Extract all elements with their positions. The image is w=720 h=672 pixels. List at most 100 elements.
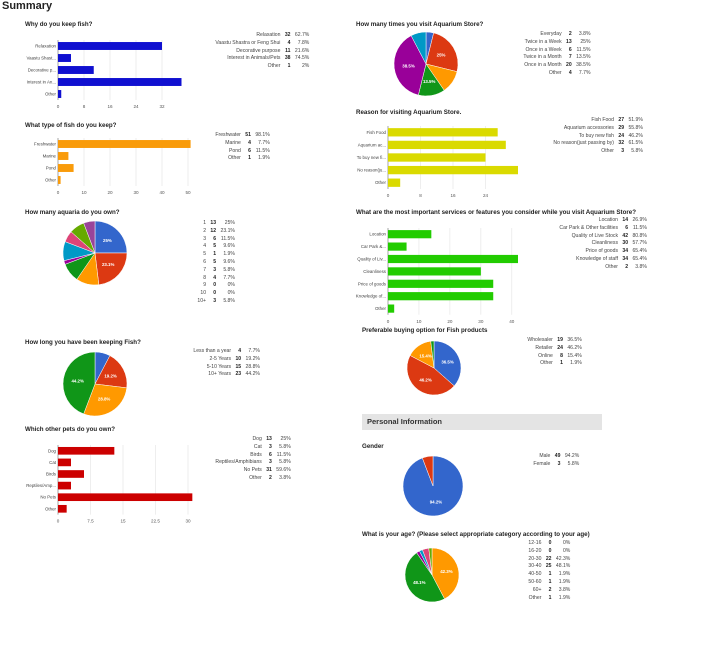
row-label: Other [528, 594, 542, 601]
row-label: 10+ Years [208, 371, 232, 378]
row-percent: 7.8% [297, 39, 310, 46]
row-label: Birds [250, 451, 262, 458]
summary-row: Less than a year 4 7.7% [192, 348, 261, 356]
question-title-age: What is your age? (Please select appropr… [362, 531, 590, 538]
summary-row: Marine 4 7.7% [214, 140, 271, 148]
row-percent: 65.4% [632, 248, 647, 255]
page-title: Summary [2, 0, 53, 12]
row-count: 32 [284, 32, 291, 38]
x-tick-label: 0 [57, 104, 60, 109]
slice-label: 19.2% [104, 373, 117, 378]
question-title-gender: Gender [362, 443, 384, 450]
summary-row: 30-40 25 48.1% [527, 563, 572, 571]
row-label: Other [249, 474, 262, 481]
pie-slice [94, 220, 128, 254]
summary-row: Other 1 1.9% [527, 595, 572, 603]
row-percent: 7.7% [258, 139, 270, 146]
row-percent: 0% [227, 290, 235, 297]
bar [388, 254, 518, 264]
row-count: 6 [568, 46, 572, 53]
row-count: 1 [548, 594, 552, 601]
category-label: Quality of Liv... [357, 257, 386, 262]
row-percent: 25% [280, 436, 291, 442]
row-percent: 1.9% [558, 578, 571, 585]
pie-chart-how-long: 19.2% 28.8% 44.2% [62, 351, 128, 417]
bar [58, 164, 74, 172]
row-label: 60+ [532, 586, 542, 593]
summary-row: Other 4 7.7% [522, 70, 592, 78]
row-count: 15 [235, 363, 242, 370]
row-count: 4 [238, 348, 242, 354]
row-label: Other [228, 155, 241, 162]
category-label: Other [375, 306, 387, 311]
question-title-services: What are the most important services or … [356, 209, 636, 216]
summary-row: 40-50 1 1.9% [527, 571, 572, 579]
summary-table-buying: Wholesaler 19 36.5% Retailer 24 46.2% Online 8 1… [526, 337, 583, 368]
row-percent: 25% [580, 38, 591, 45]
category-label: Knowledge of... [356, 294, 386, 299]
x-tick-label: 0 [57, 190, 60, 195]
category-label: Reptiles/Amp... [26, 483, 56, 488]
row-count: 3 [557, 460, 561, 467]
bar [388, 267, 481, 276]
row-label: Twice in a Week [524, 38, 562, 45]
row-count: 23 [235, 371, 242, 378]
row-percent: 46.2% [567, 344, 582, 351]
row-percent: 5.8% [223, 266, 235, 273]
summary-row: No Pets 31 59.6% [214, 467, 292, 475]
row-count: 3 [213, 266, 217, 273]
summary-row: 50-60 1 1.9% [527, 579, 572, 587]
row-count: 6 [625, 224, 629, 231]
summary-row: Other 1 1.9% [214, 155, 271, 163]
row-label: Pond [228, 147, 241, 154]
summary-row: 6 5 9.6% [196, 259, 236, 267]
bar [58, 78, 182, 86]
row-percent: 26.9% [632, 217, 647, 223]
summary-row: 16-20 0 0% [527, 548, 572, 556]
row-label: 9 [203, 282, 207, 289]
category-label: Location [369, 232, 386, 237]
summary-row: Interest in Animals/Pets 38 74.5% [214, 55, 311, 63]
category-label: No reason(ju... [357, 168, 386, 173]
slice-label: 44.2% [71, 378, 84, 383]
bar-chart-services: 0 10 20 30 40 Location Car Park &... Quality of… [356, 228, 518, 324]
pie-chart-aquaria: 25% 23.1% [62, 220, 128, 286]
row-label: Male [539, 453, 551, 459]
row-count: 49 [554, 453, 561, 459]
row-label: Quality of Live Stock [571, 232, 618, 239]
row-percent: 15.4% [567, 352, 582, 359]
row-label: 30-40 [528, 563, 542, 570]
bar [58, 90, 62, 98]
summary-row: Price of goods 34 65.4% [558, 248, 648, 256]
pie-chart-gender: 94.2% [402, 455, 464, 517]
question-title-reason-visit: Reason for visiting Aquarium Store. [356, 109, 462, 116]
row-percent: 98.1% [255, 132, 270, 138]
summary-table-why-fish: Relaxation 32 62.7% Vaastu Shastra or Feng … [214, 32, 311, 71]
summary-row: Aquarium accessories 29 55.8% [552, 125, 644, 133]
category-label: Aquarium ac... [358, 142, 386, 147]
row-percent: 7.7% [578, 69, 591, 76]
row-count: 1 [560, 360, 563, 367]
bar [58, 458, 71, 467]
bar-chart-reason-visit: 0 8 16 24 Fish Food Aquarium ac... To buy new … [357, 126, 518, 198]
row-label: Decorative purpose [236, 47, 281, 54]
question-title-how-long: How long you have been keeping Fish? [25, 339, 141, 346]
question-title-why-fish: Why do you keep fish? [25, 21, 93, 28]
row-count: 1 [213, 251, 217, 258]
row-percent: 42.3% [555, 555, 571, 562]
row-count: 38 [284, 55, 291, 62]
row-label: Fish Food [591, 117, 614, 123]
summary-row: 7 3 5.8% [196, 267, 236, 275]
x-tick-label: 24 [483, 193, 489, 198]
summary-table-gender: Male 49 94.2% Female 3 5.8% [532, 453, 581, 469]
x-tick-label: 30 [133, 190, 139, 195]
summary-row: Wholesaler 19 36.5% [526, 337, 583, 345]
category-label: Other [45, 92, 57, 97]
row-percent: 7.7% [223, 274, 235, 281]
row-label: 7 [203, 266, 207, 273]
x-tick-label: 16 [107, 104, 113, 109]
row-percent: 11.5% [576, 46, 591, 53]
category-label: Birds [46, 472, 57, 477]
slice-label: 15.4% [419, 353, 432, 358]
pie-slice [404, 552, 445, 603]
